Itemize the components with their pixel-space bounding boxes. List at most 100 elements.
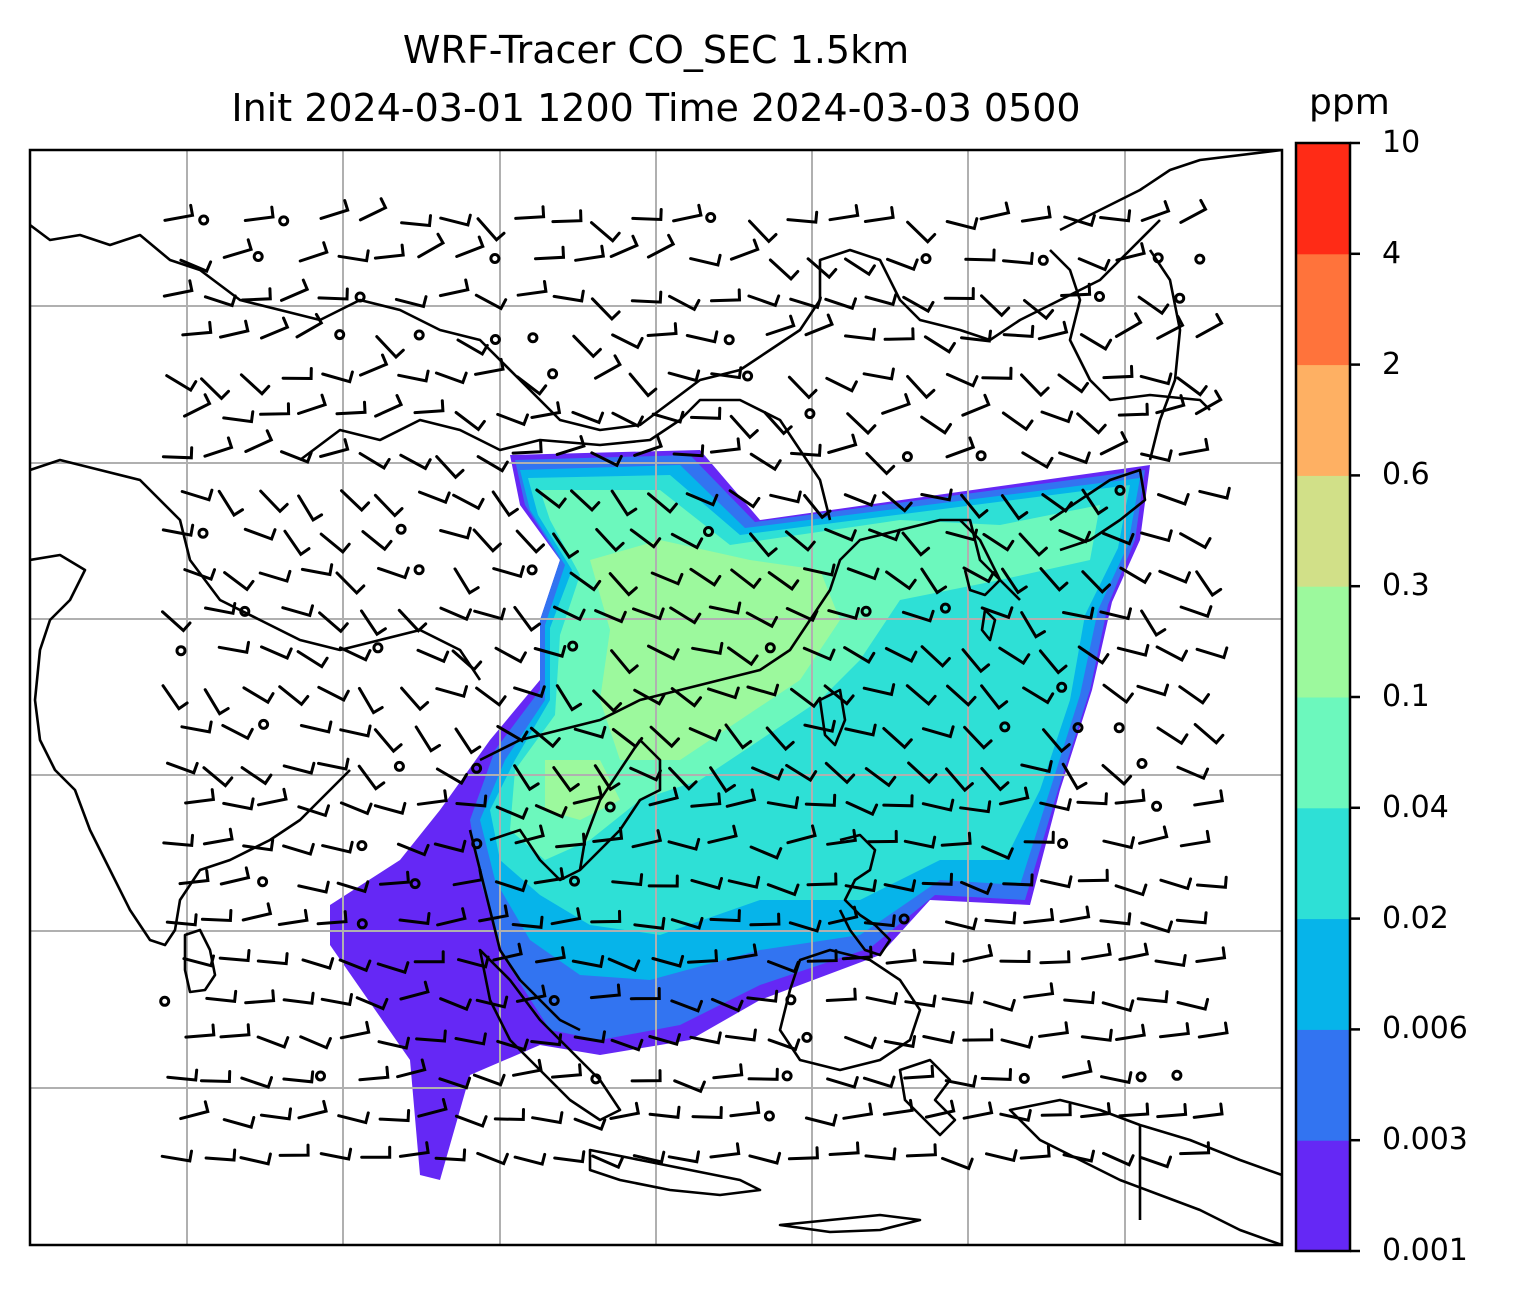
calm-wind-marker	[705, 212, 717, 223]
wind-barb	[241, 902, 273, 922]
wind-barb	[569, 571, 602, 592]
wind-barb	[360, 609, 387, 637]
wind-barb	[1179, 198, 1208, 224]
wind-barb	[806, 872, 838, 887]
wind-barb	[864, 293, 898, 307]
wind-barb	[1023, 982, 1055, 999]
wind-barb	[200, 377, 230, 401]
wind-barb	[472, 528, 502, 553]
wind-barb	[1179, 829, 1211, 848]
colorbar-segment	[1296, 697, 1350, 809]
colorbar-unit-label: ppm	[1309, 82, 1390, 123]
wind-barb	[1076, 792, 1108, 806]
wind-barb	[866, 829, 898, 844]
wind-barb	[1176, 376, 1208, 397]
wind-barb	[710, 366, 743, 380]
wind-barb	[533, 645, 567, 658]
wind-barb	[921, 872, 953, 886]
wind-barb	[417, 1098, 448, 1118]
wind-barb	[841, 945, 873, 961]
wind-barb	[339, 801, 373, 816]
wind-barb	[357, 686, 384, 715]
wind-barb	[534, 245, 566, 261]
wind-barb	[222, 238, 253, 259]
wind-barb	[647, 644, 680, 661]
wind-barb	[630, 1069, 662, 1083]
wind-barb	[689, 567, 722, 587]
korea-peninsula	[959, 519, 1002, 597]
wind-barb	[413, 399, 445, 415]
wind-barb	[843, 646, 876, 664]
calm-wind-marker	[356, 918, 368, 930]
wind-barb	[178, 869, 210, 886]
wind-barb	[1179, 532, 1212, 550]
wind-barb	[339, 724, 372, 738]
java	[588, 1148, 762, 1197]
wind-barb	[1137, 295, 1170, 316]
wind-barb	[594, 609, 627, 624]
wind-barb	[672, 203, 703, 223]
wind-barb	[745, 611, 779, 629]
wind-barb	[823, 684, 855, 706]
wind-barb	[182, 954, 215, 968]
wind-barb	[491, 490, 519, 518]
wind-barb	[945, 528, 978, 542]
wind-barb	[1061, 1060, 1093, 1079]
wind-barb	[593, 764, 621, 792]
wind-barb	[1154, 954, 1187, 968]
wind-barb	[179, 1100, 210, 1121]
wind-barb	[826, 828, 857, 846]
wind-barb	[633, 435, 664, 457]
calm-wind-marker	[239, 605, 251, 617]
wind-barb	[452, 868, 484, 887]
wind-barb	[998, 646, 1031, 666]
wind-barb	[278, 1143, 310, 1157]
wind-barb	[920, 567, 948, 595]
wind-barb	[361, 530, 393, 552]
wind-barb	[882, 794, 914, 808]
wind-barb	[400, 214, 432, 228]
wind-barb	[827, 433, 858, 454]
wind-barb	[1000, 494, 1029, 521]
wind-barb	[651, 410, 685, 424]
wind-barb	[998, 786, 1030, 806]
wind-barb	[594, 354, 622, 380]
colorbar-tick-label: 0.6	[1382, 457, 1430, 493]
japan-islands	[1049, 468, 1147, 552]
field-level-0.1	[590, 540, 840, 760]
wind-barb	[374, 394, 404, 418]
wind-barb	[166, 761, 199, 775]
wind-barb	[1023, 830, 1055, 844]
taiwan	[980, 608, 997, 642]
wind-barb	[844, 327, 876, 341]
wind-barb	[166, 1068, 199, 1082]
wind-barb	[883, 879, 917, 893]
wind-barb	[418, 490, 451, 505]
wind-barb	[785, 763, 818, 783]
wind-barb	[219, 1023, 251, 1039]
wind-barb	[260, 645, 293, 660]
wind-barb	[765, 726, 795, 752]
wind-barb	[1057, 373, 1089, 394]
wind-barb	[944, 1074, 978, 1088]
wind-barb	[1080, 1028, 1113, 1042]
wind-barb	[1000, 1035, 1034, 1049]
wind-barb	[844, 723, 877, 737]
wind-barb	[960, 493, 989, 520]
wind-barb	[219, 319, 250, 339]
wind-barb	[1062, 606, 1095, 620]
wind-barb	[1101, 999, 1135, 1013]
wind-barb	[281, 367, 313, 381]
wind-barb	[513, 764, 540, 792]
wind-barb	[283, 529, 311, 557]
wind-barb	[608, 572, 638, 597]
wind-barb	[633, 916, 666, 930]
wind-barb	[555, 684, 583, 712]
wind-barb	[999, 950, 1031, 964]
wind-barb	[1022, 686, 1055, 705]
wind-barb	[980, 767, 1010, 792]
map-frame	[28, 148, 1284, 1247]
wind-barb	[217, 640, 250, 654]
new-guinea	[1008, 1098, 1282, 1245]
wind-barb	[455, 235, 485, 258]
